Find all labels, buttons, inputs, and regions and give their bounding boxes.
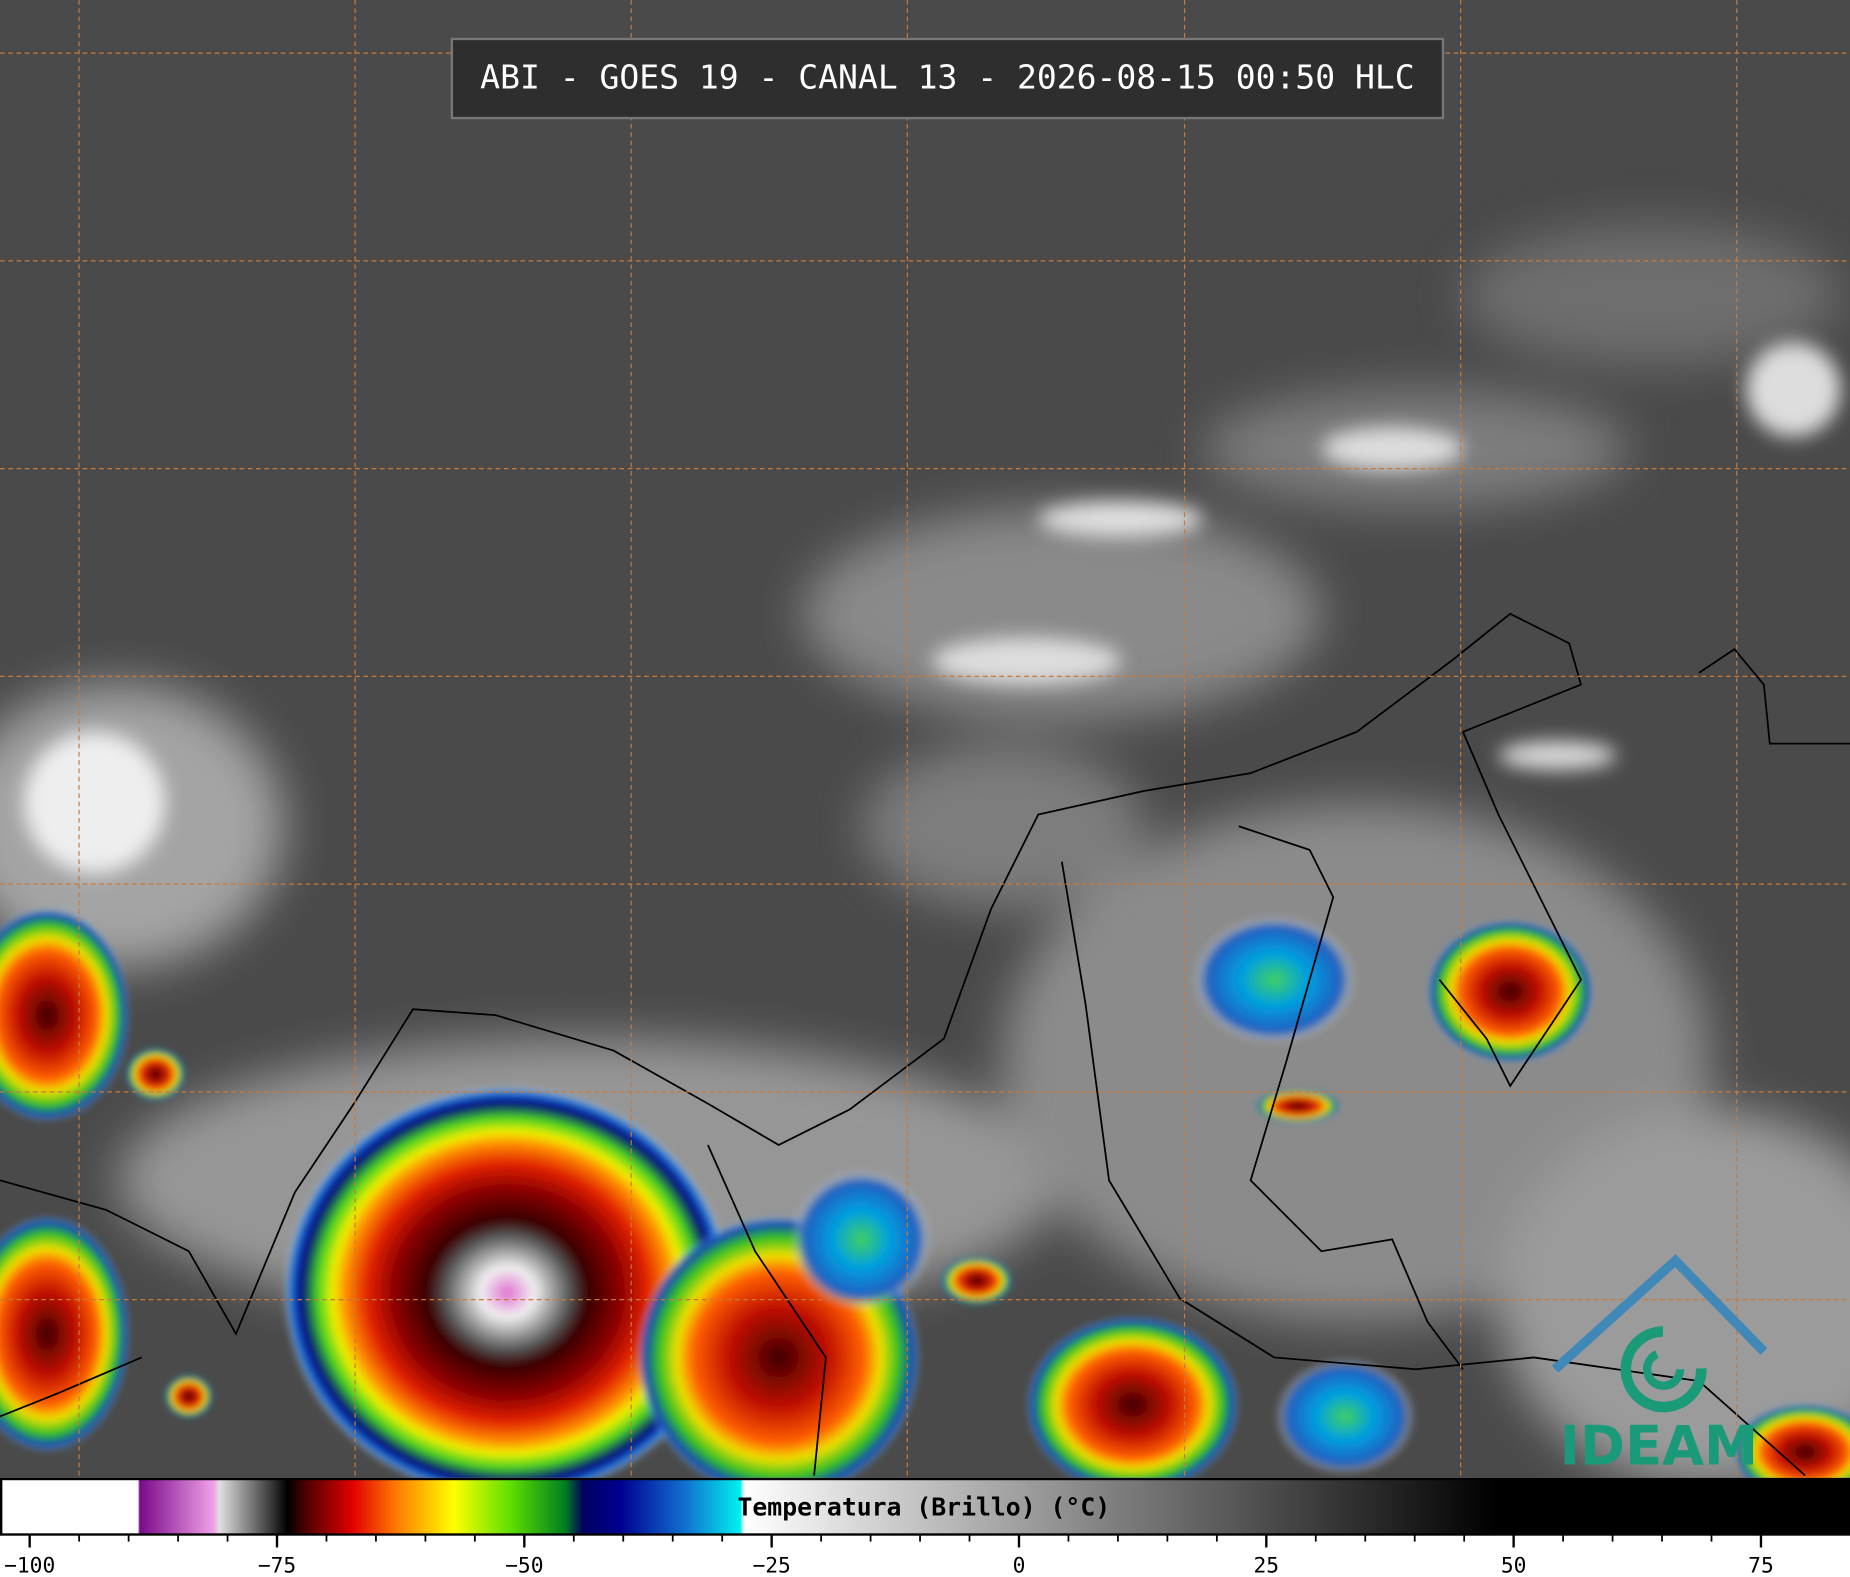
title-box	[450, 37, 1445, 120]
tick-label: −100	[4, 1553, 55, 1577]
colorbar-ticks: −100 −75 −50 −25 0 25 50 75	[4, 1534, 1774, 1577]
colorbar	[0, 1477, 1850, 1536]
tick-label: 75	[1748, 1553, 1774, 1577]
tick-label: 0	[1013, 1553, 1026, 1577]
tick-label: −25	[752, 1553, 790, 1577]
clouds	[23, 342, 1841, 874]
tick-label: −75	[258, 1553, 296, 1577]
convection	[0, 908, 1850, 1500]
tick-label: 50	[1501, 1553, 1527, 1577]
colorbar-label: Temperatura (Brillo) (°C)	[737, 1493, 1110, 1522]
tick-label: −50	[505, 1553, 543, 1577]
tick-label: 25	[1254, 1553, 1280, 1577]
logo-text: IDEAM	[1560, 1415, 1758, 1478]
title: ABI - GOES 19 - CANAL 13 - 2026-08-15 00…	[480, 58, 1414, 97]
logo: IDEAM	[1551, 1254, 1768, 1478]
